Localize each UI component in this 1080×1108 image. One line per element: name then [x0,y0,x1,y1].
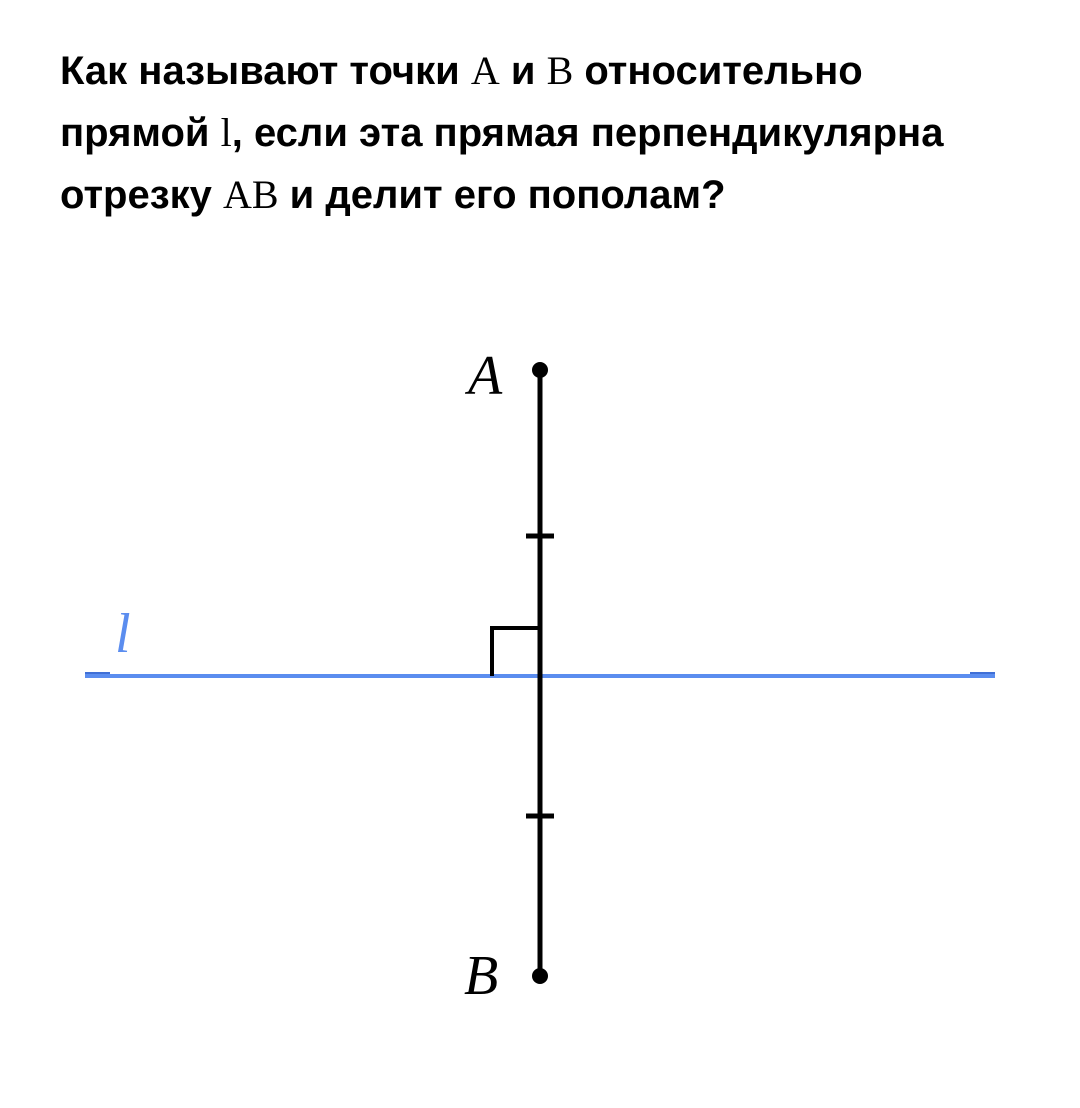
label-l: l [115,603,131,665]
point-b [532,968,548,984]
question-text: Как называют точки A и B относительно пр… [60,40,1020,226]
diagram-container: A Bl [60,296,1020,996]
right-angle-marker [492,628,540,676]
point-a [532,362,548,378]
label-a: A [464,345,503,407]
label-b: B [464,945,498,996]
geometry-diagram: A Bl [60,296,1020,996]
